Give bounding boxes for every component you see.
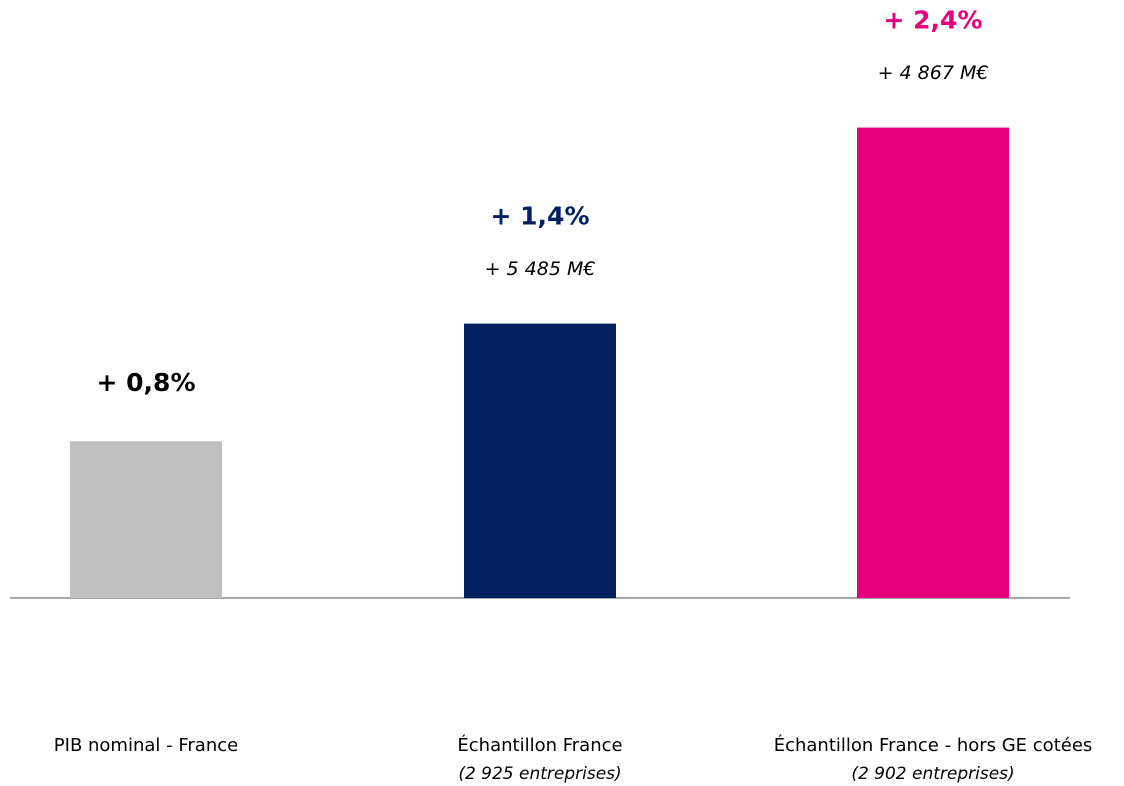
bar [70, 441, 222, 598]
amount-label: + 5 485 M€ [485, 258, 596, 280]
bar [464, 323, 616, 598]
amount-label: + 4 867 M€ [878, 62, 989, 84]
category-note: (2 902 entreprises) [851, 764, 1014, 784]
bar [857, 127, 1009, 598]
value-label: + 1,4% [491, 202, 590, 231]
category-label: Échantillon France - hors GE cotées [774, 734, 1093, 756]
category-label: Échantillon France [457, 734, 622, 756]
value-label: + 2,4% [884, 6, 983, 35]
category-label: PIB nominal - France [54, 735, 238, 756]
value-label: + 0,8% [97, 368, 196, 397]
category-note: (2 925 entreprises) [458, 764, 621, 784]
